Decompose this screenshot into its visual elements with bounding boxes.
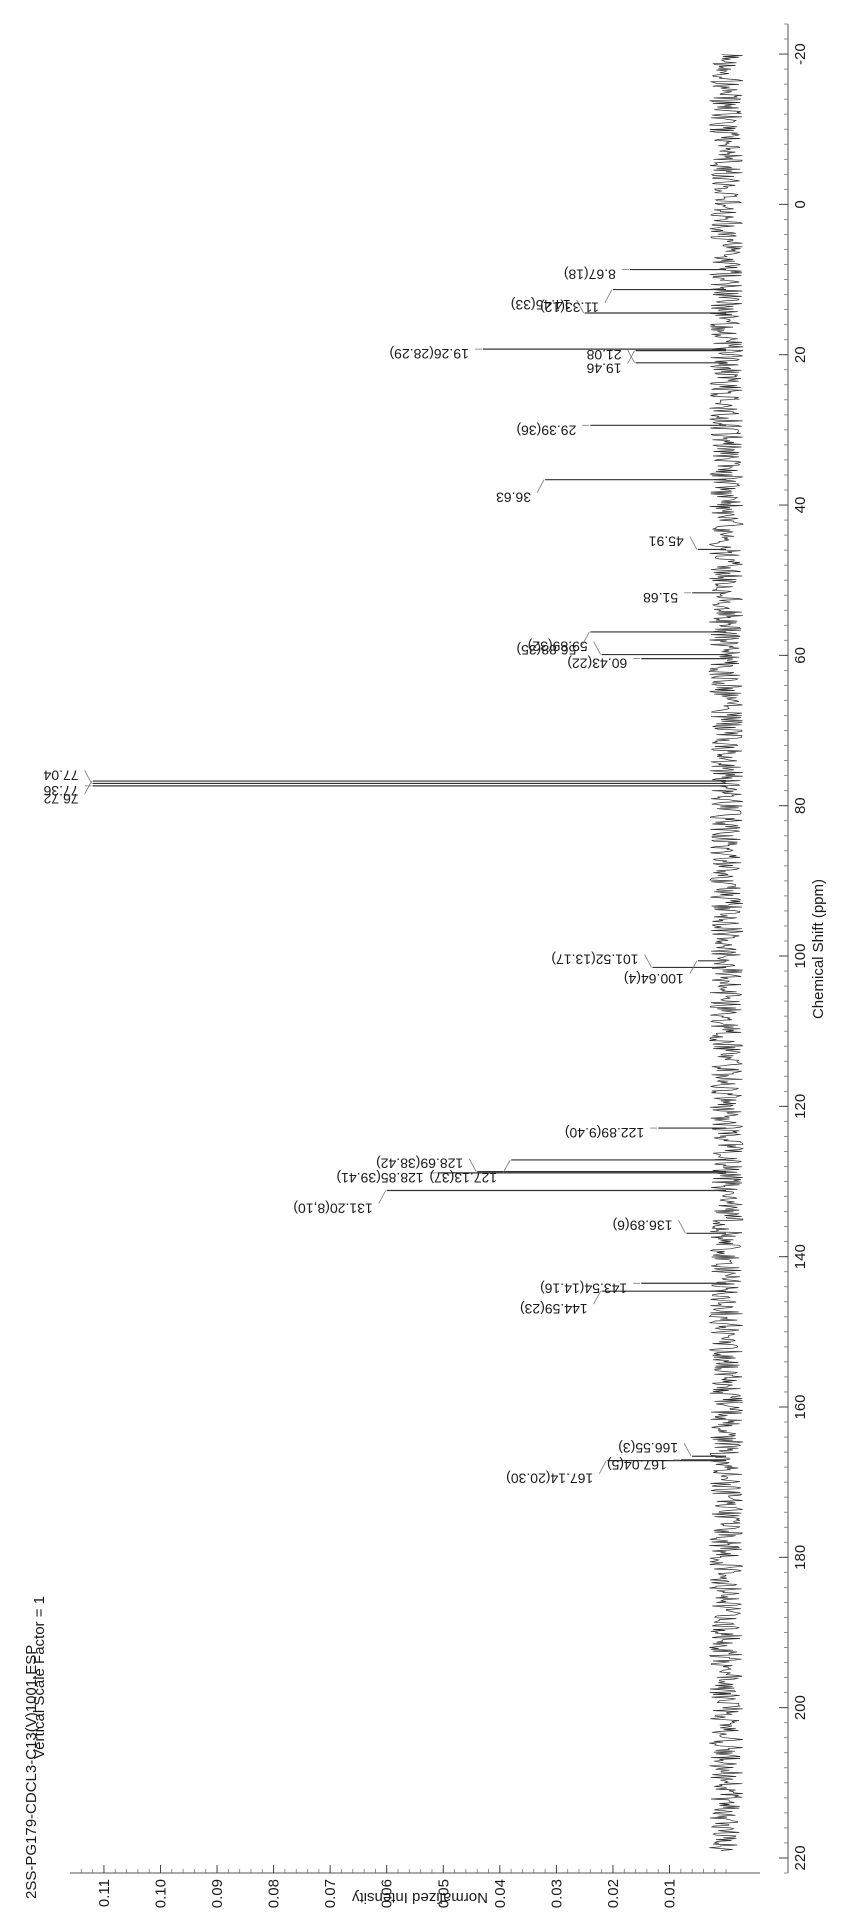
peak-label: 21.08 xyxy=(586,347,621,363)
peak-label: 127.13(37) xyxy=(429,1170,497,1186)
baseline-noise xyxy=(708,54,744,1851)
x-tick-label: -20 xyxy=(792,43,809,65)
x-tick-label: 60 xyxy=(792,647,809,664)
peak-label: 122.89(9.40) xyxy=(565,1125,644,1141)
peak-label: 60.43(22) xyxy=(567,656,627,672)
peak-label: 77.36 xyxy=(43,783,78,799)
baseline-noise-path xyxy=(708,54,744,1851)
y-tick-label: 0.09 xyxy=(209,1879,226,1908)
peak-label: 128.69(38.42) xyxy=(376,1156,463,1172)
peak-leader-line xyxy=(468,1158,477,1172)
y-tick-label: 0.07 xyxy=(322,1879,339,1908)
y-tick-label: 0.03 xyxy=(548,1879,565,1908)
x-tick-label: 180 xyxy=(792,1545,809,1570)
peak-label: 8.67(18) xyxy=(564,267,616,283)
peak-label: 51.68 xyxy=(643,590,678,606)
peak-leader-line xyxy=(627,350,635,364)
peak-label: 101.52(13.17) xyxy=(551,951,638,967)
peak-leader-line xyxy=(378,1190,387,1204)
peak-label: 59.89(32) xyxy=(528,639,588,655)
x-tick-label: 0 xyxy=(792,200,809,208)
y-tick-label: 0.08 xyxy=(266,1879,283,1908)
peak-leader-line xyxy=(598,1460,607,1474)
peak-leader-line xyxy=(604,289,613,303)
peak-labels: 167.14(20.30) 167.04(5)166.55(3) 144.59(23… xyxy=(43,267,698,1487)
y-tick-label: 0.01 xyxy=(662,1879,679,1908)
peak-label: 131.20(8,10) xyxy=(293,1201,372,1217)
peak-leader-line xyxy=(593,641,601,655)
peak-label: 166.55(3) xyxy=(618,1440,678,1456)
peak-leader-line xyxy=(536,479,545,493)
peak-label: 29.39(36) xyxy=(516,422,576,438)
peak-leader-line xyxy=(581,631,590,646)
peak-label: 143.54(14.16) xyxy=(540,1280,627,1296)
x-tick-label: 200 xyxy=(792,1695,809,1720)
y-tick-label: 0.11 xyxy=(96,1879,113,1907)
peak-label: 144.59(23) xyxy=(520,1301,588,1317)
peak-label: 167.14(20.30) xyxy=(506,1471,593,1487)
x-tick-label: 40 xyxy=(792,497,809,514)
y-axis: 0.01 0.02 0.03 0.04 0.05 0.06 0.07 0.08 0.09 0.10… xyxy=(70,1865,760,1908)
x-tick-label: 220 xyxy=(792,1845,809,1870)
peak-leader-line xyxy=(644,954,652,968)
peak-label: 56.88(35) xyxy=(516,642,576,658)
x-tick-label: 120 xyxy=(792,1094,809,1119)
peak-leader-line xyxy=(502,1159,511,1174)
peak-label: 76.72 xyxy=(43,791,78,807)
x-tick-label: 100 xyxy=(792,944,809,969)
x-axis-title: Chemical Shift (ppm) xyxy=(810,879,827,1019)
peak-leader-line xyxy=(84,780,92,795)
peak-label: 128.85(39.41) xyxy=(336,1170,423,1186)
chart-title-line-1: 2SS-PG179-CDCL3-C13(V)1001.ESP xyxy=(23,1645,40,1899)
peak-leader-line xyxy=(689,536,698,550)
peak-label: 45.91 xyxy=(649,533,684,549)
peak-leader-line xyxy=(678,1220,686,1234)
x-tick-label: 140 xyxy=(792,1244,809,1269)
y-axis-title: Normalized Intensity xyxy=(352,1889,488,1906)
peak-label: 14.45(33) xyxy=(511,297,571,313)
peak-leader-line xyxy=(576,299,585,314)
x-tick-label: 80 xyxy=(792,797,809,814)
y-tick-label: 0.10 xyxy=(152,1879,169,1908)
peak-leader-line xyxy=(84,770,92,784)
peak-lines xyxy=(92,268,727,1462)
x-tick-label: 160 xyxy=(792,1394,809,1419)
peak-label: 11.33(12) xyxy=(540,300,599,316)
chart-title-line-2: Vertical Scale Factor = 1 xyxy=(31,1596,48,1759)
x-tick-label: 20 xyxy=(792,346,809,363)
y-tick-label: 0.05 xyxy=(435,1879,452,1908)
peak-leader-line xyxy=(683,1443,692,1457)
peak-label: 36.63 xyxy=(496,490,531,506)
peak-leader-line xyxy=(689,960,698,975)
y-tick-label: 0.02 xyxy=(605,1879,622,1908)
plot-area xyxy=(70,24,760,1873)
peak-label: 77.04 xyxy=(43,767,78,783)
peak-label: 167.04(5) xyxy=(607,1457,667,1473)
peak-leader-line xyxy=(593,1290,601,1305)
peak-label: 19.26(28.29) xyxy=(389,346,468,362)
y-tick-label: 0.06 xyxy=(379,1879,396,1908)
peak-label: 19.46 xyxy=(586,361,621,377)
peak-label: 136.89(6) xyxy=(613,1217,673,1233)
peak-label: 100.64(4) xyxy=(624,971,684,987)
y-tick-label: 0.04 xyxy=(492,1879,509,1908)
